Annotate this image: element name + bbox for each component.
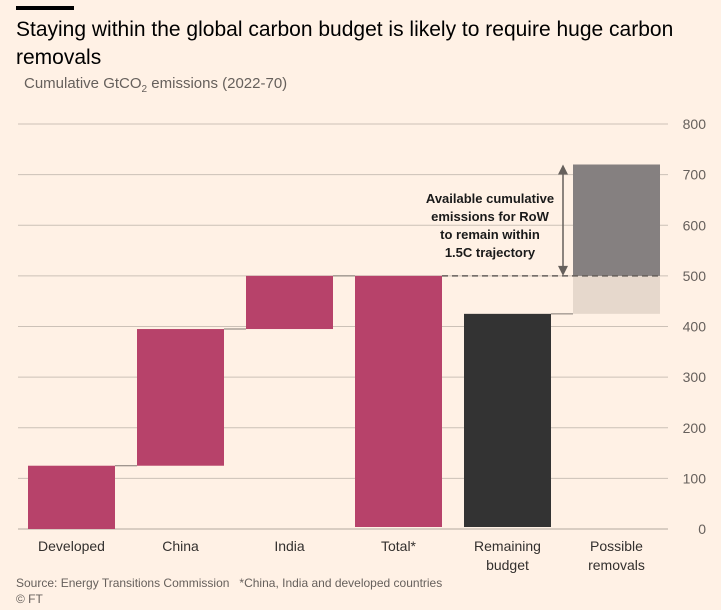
source-note: Source: Energy Transitions Commission bbox=[16, 576, 230, 590]
y-tick-label: 300 bbox=[683, 369, 707, 385]
chart-subtitle: Cumulative GtCO2 emissions (2022-70) bbox=[24, 75, 287, 95]
y-tick-label: 500 bbox=[683, 268, 707, 284]
x-category-label: India bbox=[274, 538, 305, 554]
y-tick-label: 100 bbox=[683, 470, 707, 486]
bar-total bbox=[355, 275, 442, 527]
y-tick-label: 700 bbox=[683, 167, 707, 183]
chart-title: Staying within the global carbon budget … bbox=[16, 18, 674, 69]
bar-india bbox=[246, 275, 333, 330]
bar-remaining-budget bbox=[464, 313, 551, 527]
ft-top-bar bbox=[16, 6, 74, 10]
bar-china bbox=[137, 329, 224, 466]
chart-footer: Source: Energy Transitions Commission *Ch… bbox=[16, 575, 442, 607]
subtitle-prefix: Cumulative GtCO bbox=[24, 75, 142, 92]
annotation-arrow-head-down bbox=[558, 265, 568, 276]
x-category-label: Possible bbox=[590, 538, 643, 554]
annotation-text-line: to remain within bbox=[440, 227, 540, 242]
y-tick-label: 400 bbox=[683, 319, 707, 335]
x-category-label: removals bbox=[588, 557, 645, 573]
annotation-text-line: 1.5C trajectory bbox=[445, 245, 536, 260]
x-category-label: Developed bbox=[38, 538, 105, 554]
y-tick-label: 200 bbox=[683, 420, 707, 436]
subtitle-subscript: 2 bbox=[141, 84, 148, 95]
ft-credit: © FT bbox=[16, 592, 43, 606]
subtitle-suffix: emissions (2022-70) bbox=[147, 75, 288, 92]
y-tick-label: 0 bbox=[698, 521, 706, 537]
x-category-label: budget bbox=[486, 557, 529, 573]
bar-possible-removals bbox=[573, 164, 660, 276]
y-tick-label: 800 bbox=[683, 116, 707, 132]
x-category-label: China bbox=[162, 538, 199, 554]
footnote: *China, India and developed countries bbox=[239, 576, 443, 590]
bar-possible-removals bbox=[573, 275, 660, 314]
bar-developed bbox=[28, 465, 115, 529]
annotation-arrow-head-up bbox=[558, 164, 568, 175]
annotation-text-line: Available cumulative bbox=[426, 191, 554, 206]
annotation-text-line: emissions for RoW bbox=[431, 209, 549, 224]
y-tick-label: 600 bbox=[683, 217, 707, 233]
x-category-label: Remaining bbox=[474, 538, 541, 554]
x-category-label: Total* bbox=[381, 538, 417, 554]
